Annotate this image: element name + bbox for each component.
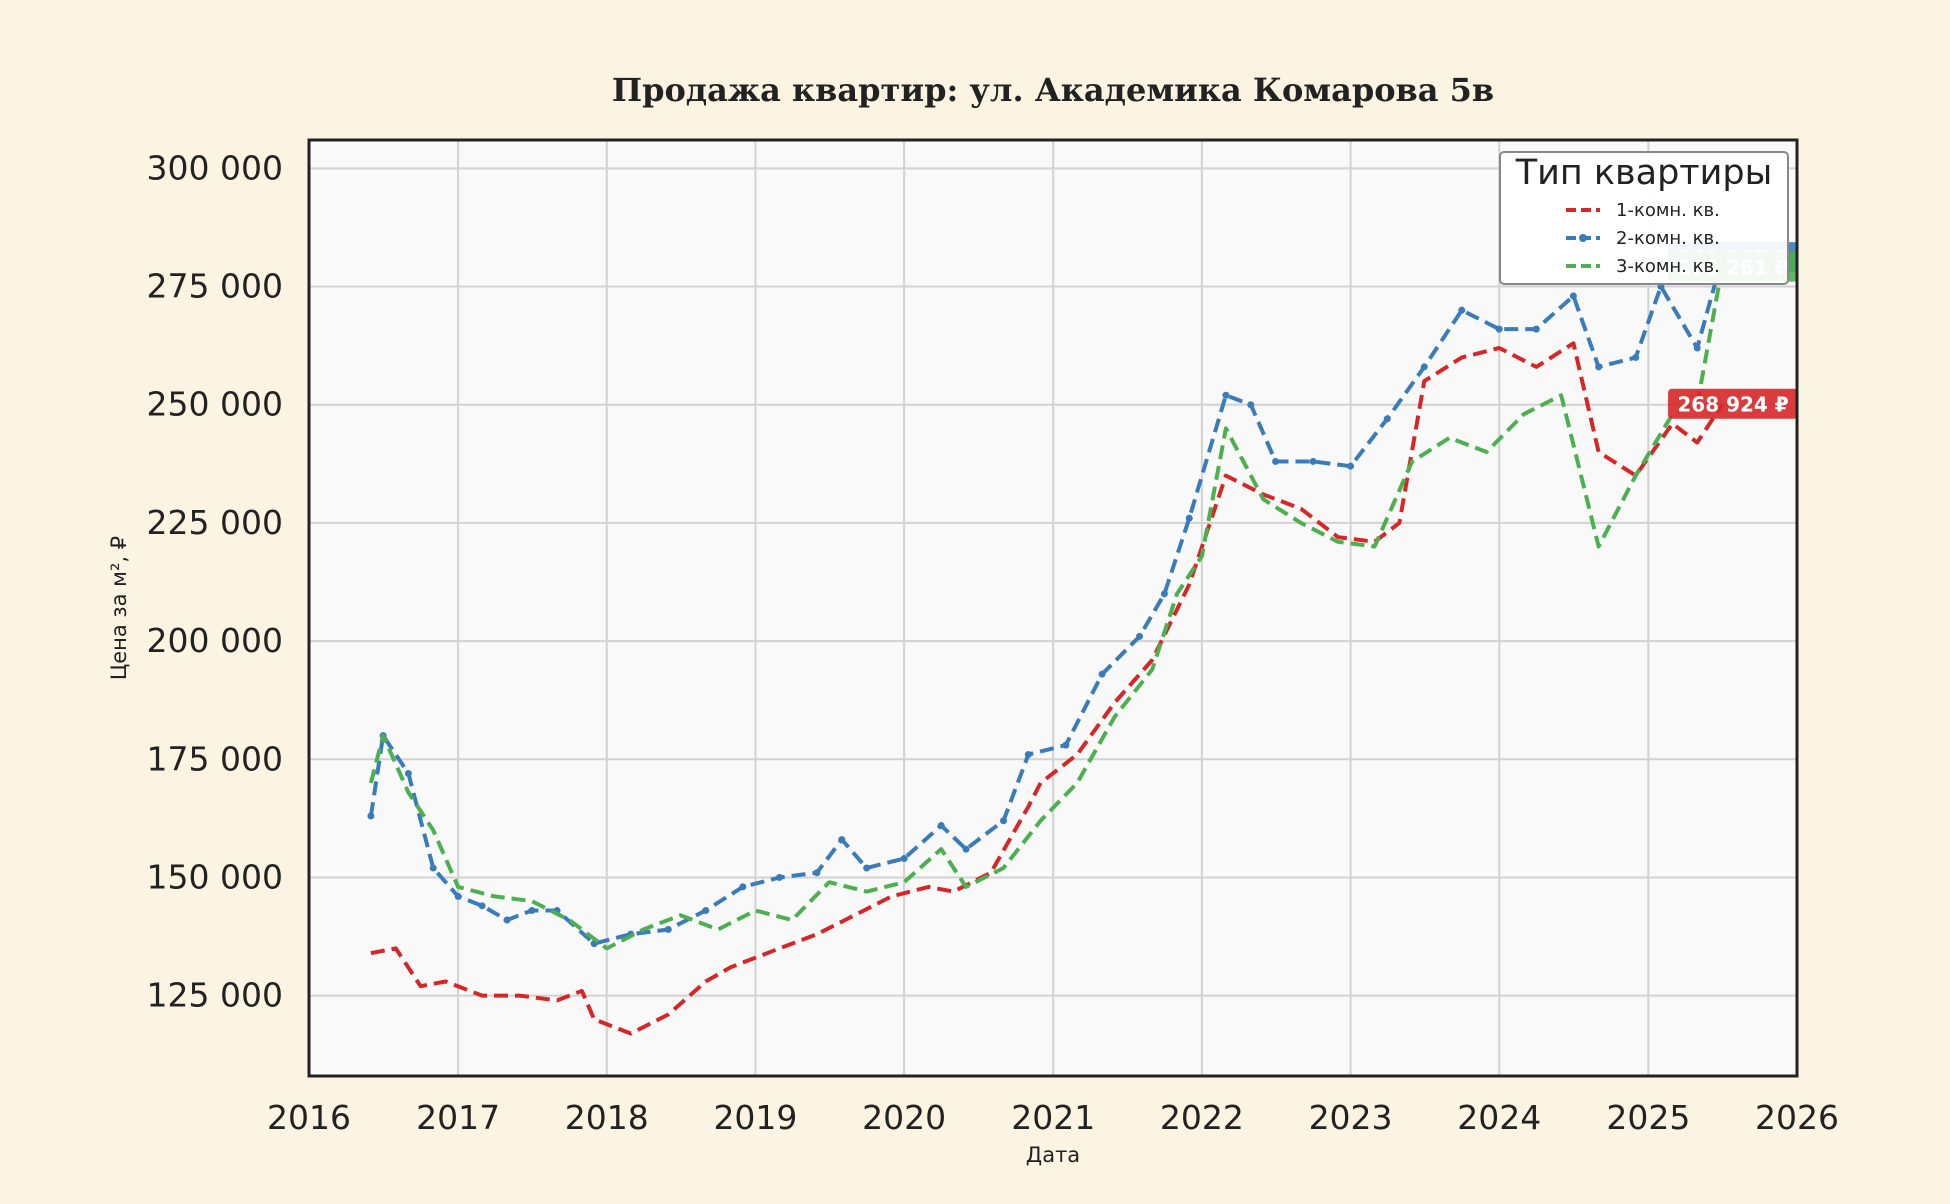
series-2-point bbox=[454, 892, 462, 900]
series-2-point bbox=[1136, 632, 1144, 640]
legend-entry-label: 3-комн. кв. bbox=[1616, 256, 1720, 277]
series-3-line bbox=[368, 267, 1725, 951]
x-axis-label: Дата bbox=[1026, 1143, 1080, 1167]
y-tick-label: 125 000 bbox=[147, 976, 283, 1015]
legend-title: Тип квартиры bbox=[1515, 153, 1773, 193]
series-2-point bbox=[1098, 670, 1106, 678]
series-2-point bbox=[1495, 325, 1503, 333]
legend-entry-label: 1-комн. кв. bbox=[1616, 200, 1720, 221]
series-2-point bbox=[404, 769, 412, 777]
series-2-point bbox=[775, 873, 783, 881]
y-tick-label: 275 000 bbox=[147, 267, 283, 306]
y-tick-label: 175 000 bbox=[147, 739, 283, 778]
x-tick-label: 2019 bbox=[713, 1098, 797, 1137]
legend-entry: 2-комн. кв. bbox=[1566, 228, 1720, 249]
series-2-point bbox=[1347, 462, 1355, 470]
series-2-point bbox=[900, 855, 908, 863]
series-1-end-label: 268 924 ₽ bbox=[1668, 388, 1799, 419]
y-tick-label: 300 000 bbox=[147, 148, 283, 187]
series-2-point bbox=[863, 864, 871, 872]
series-2-point bbox=[937, 821, 945, 829]
series-2-point bbox=[1247, 401, 1255, 409]
x-tick-label: 2016 bbox=[267, 1098, 351, 1137]
plot-frame bbox=[307, 138, 1799, 1078]
series-2-point bbox=[478, 902, 486, 910]
y-tick-label: 150 000 bbox=[147, 857, 283, 896]
series-2-point bbox=[1532, 325, 1540, 333]
series-2-point bbox=[1569, 292, 1577, 300]
series-2-point bbox=[1595, 363, 1603, 371]
chart-title: Продажа квартир: ул. Академика Комарова … bbox=[612, 71, 1494, 109]
x-tick-label: 2022 bbox=[1160, 1098, 1244, 1137]
series-2-point bbox=[503, 916, 511, 924]
x-tick-label: 2024 bbox=[1457, 1098, 1541, 1137]
series-lines bbox=[367, 254, 1726, 1036]
legend[interactable]: Тип квартиры 1-комн. кв. 2-комн. кв. 3-ком… bbox=[1499, 151, 1789, 285]
series-2-point bbox=[1272, 457, 1280, 465]
y-axis-ticks: 125 000 150 000 175 000 200 000 225 000 250 0… bbox=[147, 148, 283, 1014]
series-2-point bbox=[1024, 751, 1032, 759]
x-tick-label: 2023 bbox=[1309, 1098, 1393, 1137]
series-2-point bbox=[1420, 363, 1428, 371]
series-2-point bbox=[528, 907, 536, 915]
x-tick-label: 2025 bbox=[1606, 1098, 1690, 1137]
plot-area: 268 924 ₽281 027 ₽279 261 ₽ bbox=[307, 138, 1799, 1078]
series-2-point bbox=[1693, 344, 1701, 352]
series-1-end-label-text: 268 924 ₽ bbox=[1677, 393, 1788, 417]
legend-box bbox=[1499, 151, 1789, 285]
series-2-point bbox=[702, 907, 710, 915]
series-2-point bbox=[429, 864, 437, 872]
series-2-point bbox=[1062, 741, 1070, 749]
series-2-point bbox=[813, 869, 821, 877]
series-2-point bbox=[1222, 391, 1230, 399]
y-tick-label: 225 000 bbox=[147, 503, 283, 542]
series-2-point bbox=[1383, 415, 1391, 423]
x-tick-label: 2020 bbox=[862, 1098, 946, 1137]
series-1-line bbox=[370, 341, 1724, 1036]
series-2-line bbox=[368, 257, 1725, 946]
series-2-point bbox=[838, 836, 846, 844]
series-2-point bbox=[1632, 353, 1640, 361]
series-1-end-label-box bbox=[1668, 388, 1799, 419]
series-2-point bbox=[1185, 514, 1193, 522]
series-2-point bbox=[1458, 306, 1466, 314]
x-tick-label: 2018 bbox=[565, 1098, 649, 1137]
x-tick-label: 2017 bbox=[416, 1098, 500, 1137]
x-tick-label: 2026 bbox=[1755, 1098, 1839, 1137]
y-axis-label: Цена за м², ₽ bbox=[107, 536, 131, 680]
legend-entry: 1-комн. кв. bbox=[1566, 200, 1720, 221]
legend-marker bbox=[1579, 234, 1587, 242]
y-tick-label: 250 000 bbox=[147, 385, 283, 424]
x-axis-ticks: 2016 2017 2018 2019 2020 2021 2022 2023 2024 2025… bbox=[267, 1098, 1839, 1137]
series-2-point bbox=[1160, 590, 1168, 598]
x-tick-label: 2021 bbox=[1011, 1098, 1095, 1137]
series-2-point bbox=[739, 883, 747, 891]
series-2-point bbox=[962, 845, 970, 853]
legend-entry-label: 2-комн. кв. bbox=[1616, 228, 1720, 249]
legend-entry: 3-комн. кв. bbox=[1566, 256, 1720, 277]
series-2-point bbox=[1000, 817, 1008, 825]
series-2-point bbox=[1309, 457, 1317, 465]
series-2-point bbox=[367, 812, 375, 820]
legend-entries: 1-комн. кв. 2-комн. кв. 3-комн. кв. bbox=[1566, 200, 1720, 277]
series-2-point bbox=[664, 925, 672, 933]
y-tick-label: 200 000 bbox=[147, 621, 283, 660]
